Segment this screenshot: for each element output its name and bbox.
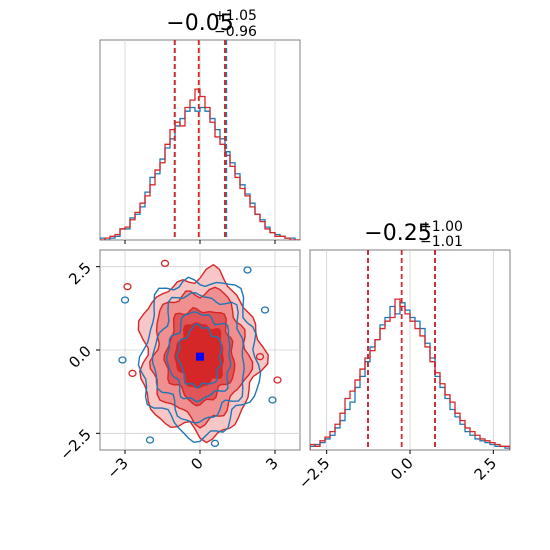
x-title-minus: −0.96 bbox=[214, 24, 257, 40]
y-marginal-panel: −2.5 0.0 2.5 −0.25 +1.00 −1.01 bbox=[295, 219, 511, 493]
joint-red-contour-3 bbox=[174, 322, 224, 389]
joint-contours bbox=[118, 259, 282, 447]
joint-x-tick-label: 0 bbox=[187, 454, 206, 473]
joint-contour-island bbox=[268, 396, 277, 404]
joint-contour-island bbox=[273, 376, 282, 384]
x-marginal-panel: −0.05 +1.05 −0.96 bbox=[99, 8, 301, 244]
x-marginal-grid bbox=[124, 40, 276, 244]
joint-contour-island bbox=[260, 306, 270, 314]
joint-contour-island bbox=[120, 296, 130, 304]
joint-blue-contour-0 bbox=[137, 276, 262, 444]
joint-contour-island bbox=[255, 353, 265, 361]
x-title-plus: +1.05 bbox=[214, 8, 257, 24]
x-marginal-title: −0.05 bbox=[166, 11, 233, 36]
joint-panel: −3 0 3 −2.5 0.0 2.5 bbox=[56, 249, 301, 482]
y-marginal-tick-label: 2.5 bbox=[471, 454, 501, 484]
joint-y-tick-label: −2.5 bbox=[56, 425, 94, 463]
x-marginal-histograms bbox=[100, 88, 300, 240]
y-marginal-tick-labels: −2.5 0.0 2.5 bbox=[295, 454, 500, 492]
x-marginal-hist-series-1 bbox=[100, 88, 300, 240]
joint-contour-island bbox=[160, 259, 170, 267]
joint-center-marker bbox=[196, 352, 204, 361]
joint-contour-island bbox=[123, 283, 132, 291]
x-title-median: −0.05 bbox=[166, 11, 233, 36]
y-marginal-quantile-lines bbox=[367, 250, 436, 450]
joint-blue-contour-1 bbox=[151, 292, 245, 424]
joint-contour-island bbox=[128, 369, 137, 377]
y-marginal-grid bbox=[326, 250, 494, 454]
joint-y-tick-label: 0.0 bbox=[65, 342, 95, 372]
joint-red-contour-0 bbox=[137, 263, 269, 444]
y-marginal-histograms bbox=[310, 298, 510, 450]
joint-blue-contour-3 bbox=[176, 323, 223, 389]
joint-y-tick-label: 2.5 bbox=[65, 259, 95, 289]
y-marginal-tick-label: −2.5 bbox=[295, 454, 333, 492]
joint-x-tick-label: −3 bbox=[103, 454, 131, 482]
y-title-plus: +1.00 bbox=[420, 219, 463, 235]
joint-contour-island bbox=[210, 439, 220, 447]
y-marginal-hist-series-0 bbox=[310, 302, 510, 450]
joint-blue-contour-2 bbox=[166, 311, 232, 403]
y-marginal-hist-series-1 bbox=[310, 298, 510, 450]
y-marginal-tick-label: 0.0 bbox=[387, 454, 417, 484]
joint-red-contour-1 bbox=[149, 286, 254, 429]
x-marginal-quantile-lines bbox=[173, 40, 228, 240]
joint-contour-island bbox=[145, 436, 155, 444]
joint-x-tick-label: 3 bbox=[262, 454, 281, 473]
joint-contour-island bbox=[118, 356, 127, 364]
joint-red-contour-2 bbox=[163, 306, 236, 407]
y-title-minus: −1.01 bbox=[420, 234, 463, 250]
y-marginal-title: −0.25 bbox=[364, 221, 431, 246]
joint-contour-island bbox=[243, 266, 252, 274]
y-title-median: −0.25 bbox=[364, 221, 431, 246]
